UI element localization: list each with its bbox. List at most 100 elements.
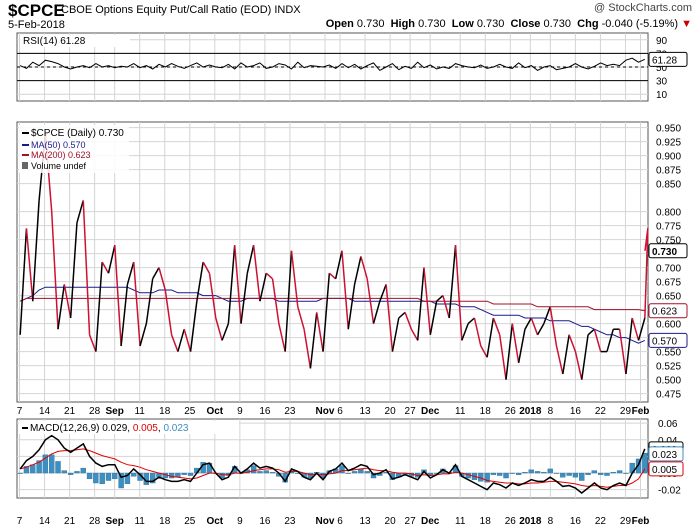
x-tick-label: 20: [385, 516, 397, 527]
ma200-value-label: 0.623: [652, 307, 677, 318]
macd-hist-bar: [61, 470, 67, 474]
x-tick-label: 29: [620, 516, 632, 527]
macd-hist-bar: [250, 465, 257, 474]
macd-hist-bar: [17, 472, 23, 474]
ma50-value-box: [648, 332, 688, 348]
x-tick-label: 26: [505, 406, 517, 417]
macd-hist-bar: [572, 472, 579, 478]
price-line-segment: [517, 329, 526, 363]
x-tick-label: 18: [159, 516, 171, 527]
price-line-segment: [524, 317, 532, 330]
price-line-segment: [265, 272, 274, 280]
change-label: Chg: [577, 18, 599, 30]
price-line-segment: [618, 329, 627, 375]
price-line-segment: [259, 273, 267, 302]
price-line-segment: [227, 245, 236, 324]
price-line-segment: [347, 284, 356, 330]
macd-hist-bar: [263, 470, 269, 474]
rsi-y-tick-label: 90: [656, 36, 668, 47]
price-line-segment: [63, 284, 72, 319]
x-tick-label: 21: [64, 516, 76, 527]
price-legend-cpce: $CPCE (Daily) 0.730: [31, 128, 124, 139]
price-line-segment: [587, 328, 595, 336]
rsi-y-tick-label: 10: [656, 90, 668, 101]
x-tick-label: 25: [184, 516, 196, 527]
price-line-segment: [341, 250, 350, 330]
price-y-tick-label: 0.750: [656, 236, 681, 247]
ma200-line: [19, 297, 645, 312]
price-line-segment: [303, 329, 312, 369]
price-y-tick-label: 0.875: [656, 166, 681, 177]
macd-hist-bar: [515, 472, 522, 475]
low-label: Low: [451, 18, 474, 30]
price-line-segment: [114, 245, 122, 347]
price-line-segment: [164, 289, 173, 335]
x-tick-label: 13: [359, 516, 371, 527]
macd-legend: MACD(12,26,9) 0.029, 0.005, 0.023: [30, 423, 189, 434]
price-line-segment: [82, 200, 91, 335]
price-legend-bg: [19, 125, 129, 173]
chart-title-text: CBOE Options Equity Put/Call Ratio (EOD): [61, 4, 272, 16]
price-line-segment: [391, 317, 400, 352]
ma200-legend: MA(200) 0.623: [31, 150, 91, 160]
price-line-segment: [284, 250, 293, 352]
price-y-tick-label: 0.600: [656, 320, 681, 331]
x-tick-label: 2018: [519, 516, 542, 527]
brand-watermark[interactable]: @ StockCharts.com: [594, 2, 692, 14]
ticker-symbol: $CPCE: [8, 1, 65, 20]
price-line-segment: [252, 245, 261, 302]
macd-hist-bar: [345, 472, 351, 474]
x-tick-label: 28: [89, 406, 101, 417]
open-value: 0.730: [356, 18, 385, 30]
close-value-box: [648, 243, 688, 259]
price-y-tick-label: 0.650: [656, 292, 681, 303]
macd-hist-bar: [490, 472, 497, 475]
x-tick-label: 18: [159, 406, 171, 417]
macd-hist-bar: [269, 472, 276, 474]
price-line-segment: [461, 323, 469, 341]
price-line-segment: [644, 228, 649, 319]
price-line-segment: [246, 245, 255, 274]
x-tick-label: Sep: [105, 516, 123, 527]
macd-hist-bar: [49, 454, 55, 474]
x-tick-label: 11: [134, 516, 145, 527]
macd-y-tick-label: 0.06: [658, 419, 678, 430]
price-line-segment: [423, 267, 432, 335]
price-y-tick-label: 0.475: [656, 390, 681, 401]
price-line-segment: [50, 211, 59, 330]
macd-hist-bar: [219, 472, 225, 479]
x-tick-label: 14: [39, 516, 51, 527]
price-line-segment: [454, 245, 463, 341]
macd-hist-bar: [585, 472, 591, 475]
price-y-tick-label: 0.850: [656, 180, 681, 191]
macd-hist-bar: [351, 471, 358, 474]
rsi-value-box: [648, 51, 688, 67]
x-tick-label: 9: [237, 406, 243, 417]
macd-hist-bar: [616, 470, 623, 474]
macd-hist-bar: [598, 472, 604, 475]
x-tick-label: 11: [455, 406, 466, 417]
x-tick-label: 28: [89, 516, 101, 527]
macd-hist-bar: [484, 472, 490, 483]
price-y-tick-label: 0.900: [656, 152, 681, 163]
macd-hist-bar: [187, 472, 194, 476]
x-tick-label: 9: [237, 516, 243, 527]
x-tick-label: 6: [337, 406, 343, 417]
price-line-segment: [240, 273, 249, 324]
macd-hist-bar: [42, 454, 49, 474]
close-value: 0.730: [543, 18, 572, 30]
exchange-label: INDX: [274, 4, 301, 16]
price-line-segment: [467, 317, 475, 325]
macd-hist-bar: [93, 472, 99, 484]
chart-date: 5-Feb-2018: [8, 19, 65, 31]
macd-hist-bar: [112, 472, 118, 480]
price-line-segment: [315, 312, 324, 352]
x-tick-label: 22: [595, 516, 607, 527]
ma200-value-box: [648, 303, 688, 319]
price-line-segment: [95, 261, 103, 352]
macd-hist-bar: [257, 471, 263, 474]
x-tick-label: 16: [259, 406, 271, 417]
ma50-value-label: 0.570: [652, 336, 677, 347]
hist-value-label: 0.023: [652, 450, 677, 461]
